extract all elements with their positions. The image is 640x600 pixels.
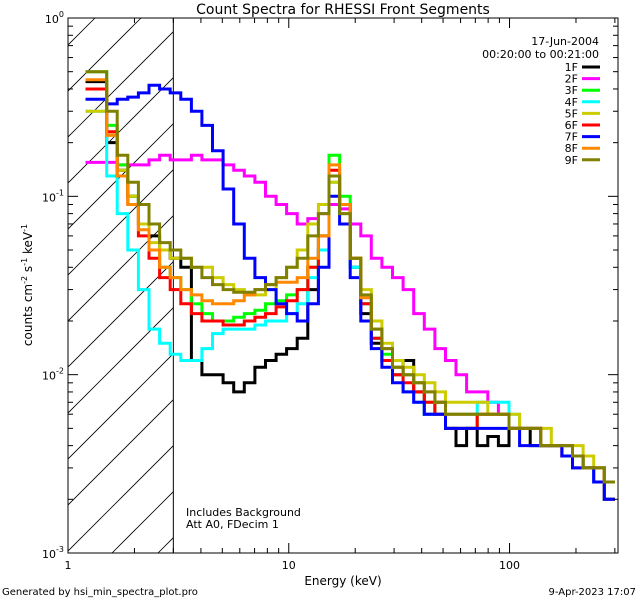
hatched-background-region <box>0 18 640 553</box>
legend-date: 17-Jun-2004 <box>531 35 599 48</box>
legend-label-2F: 2F <box>565 73 578 86</box>
legend-label-5F: 5F <box>565 107 578 120</box>
x-tick-label: 10 <box>282 559 296 572</box>
legend-time-range: 00:20:00 to 00:21:00 <box>482 48 599 61</box>
chart-title: Count Spectra for RHESSI Front Segments <box>196 2 490 18</box>
hatch-line <box>296 18 640 553</box>
y-axis: 100 10-1 10-2 10-3 <box>42 10 618 561</box>
series-layer <box>85 70 615 501</box>
footer-timestamp: 9-Apr-2023 17:07 <box>549 587 636 598</box>
legend-label-3F: 3F <box>565 84 578 97</box>
footer-generated-by: Generated by hsi_min_spectra_plot.pro <box>2 587 198 598</box>
x-axis-label: Energy (keV) <box>304 574 381 588</box>
y-axis-label: counts cm-2 s-1 keV-1 <box>20 224 35 346</box>
y-tick-label: 10-3 <box>42 545 64 561</box>
series-line-3F <box>85 70 615 501</box>
x-axis: 1 10 100 <box>65 18 616 572</box>
legend-label-4F: 4F <box>565 96 578 109</box>
legend-label-6F: 6F <box>565 119 578 132</box>
legend-label-1F: 1F <box>565 61 578 74</box>
series-line-5F <box>85 109 615 484</box>
hatch-line <box>68 399 174 506</box>
hatch-line <box>68 261 174 368</box>
hatch-line <box>68 215 174 322</box>
series-line-1F <box>85 80 615 484</box>
legend-label-9F: 9F <box>565 154 578 167</box>
hatch-line <box>342 18 640 553</box>
x-tick-label: 100 <box>499 559 520 572</box>
hatch-line <box>68 77 174 184</box>
series-line-7F <box>85 83 615 501</box>
y-tick-label: 10-2 <box>42 367 64 383</box>
series-line-9F <box>85 70 615 484</box>
hatch-line <box>68 18 96 46</box>
y-tick-label: 100 <box>45 10 64 26</box>
hatch-line <box>68 445 174 552</box>
hatch-line <box>68 353 174 460</box>
x-tick-label: 1 <box>65 559 72 572</box>
annotation-background: Includes Background <box>186 506 301 519</box>
legend-label-7F: 7F <box>565 131 578 144</box>
annotation-attenuator: Att A0, FDecim 1 <box>186 518 279 531</box>
series-line-6F <box>85 87 615 501</box>
legend: 17-Jun-2004 00:20:00 to 00:21:00 1F2F3F4… <box>482 35 600 167</box>
plot-frame <box>67 17 619 554</box>
legend-label-8F: 8F <box>565 142 578 155</box>
hatch-line <box>68 31 174 138</box>
series-line-4F <box>85 109 615 501</box>
series-line-8F <box>85 78 615 484</box>
hatch-line <box>0 18 3 553</box>
y-tick-label: 10-1 <box>42 188 64 204</box>
